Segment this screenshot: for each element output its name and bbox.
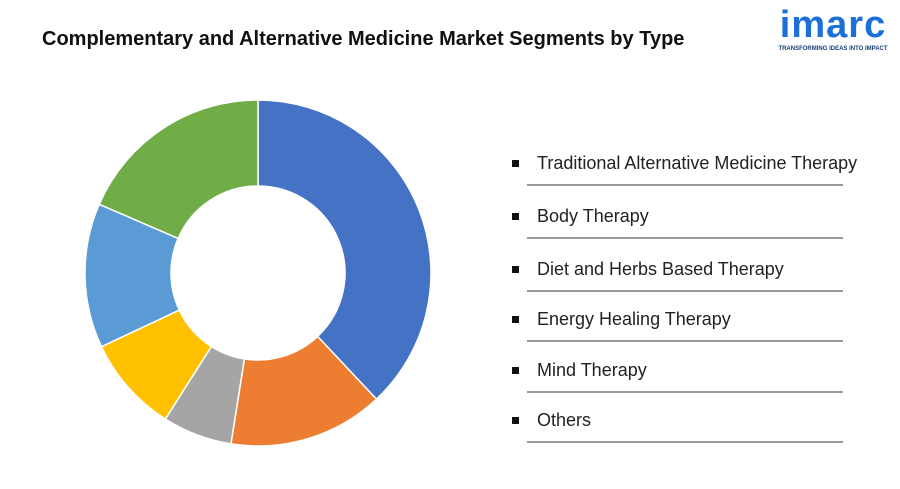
legend-marker [512, 266, 519, 273]
chart-title: Complementary and Alternative Medicine M… [42, 28, 685, 50]
legend-label: Others [537, 410, 591, 430]
legend-label: Body Therapy [537, 206, 649, 226]
legend-label: Diet and Herbs Based Therapy [537, 259, 784, 279]
logo-name: imarc [779, 4, 887, 46]
legend-label: Traditional Alternative Medicine Therapy [537, 153, 857, 173]
logo-tagline: TRANSFORMING IDEAS INTO IMPACT [778, 46, 888, 52]
legend-marker [512, 367, 519, 374]
legend-label: Mind Therapy [537, 360, 647, 380]
legend-label: Energy Healing Therapy [537, 309, 731, 329]
logo: imarc TRANSFORMING IDEAS INTO IMPACT [772, 4, 894, 52]
legend-marker [512, 316, 519, 323]
legend-marker [512, 160, 519, 167]
legend-marker [512, 417, 519, 424]
legend-marker [512, 213, 519, 220]
slice [98, 99, 259, 240]
slice [257, 99, 432, 401]
